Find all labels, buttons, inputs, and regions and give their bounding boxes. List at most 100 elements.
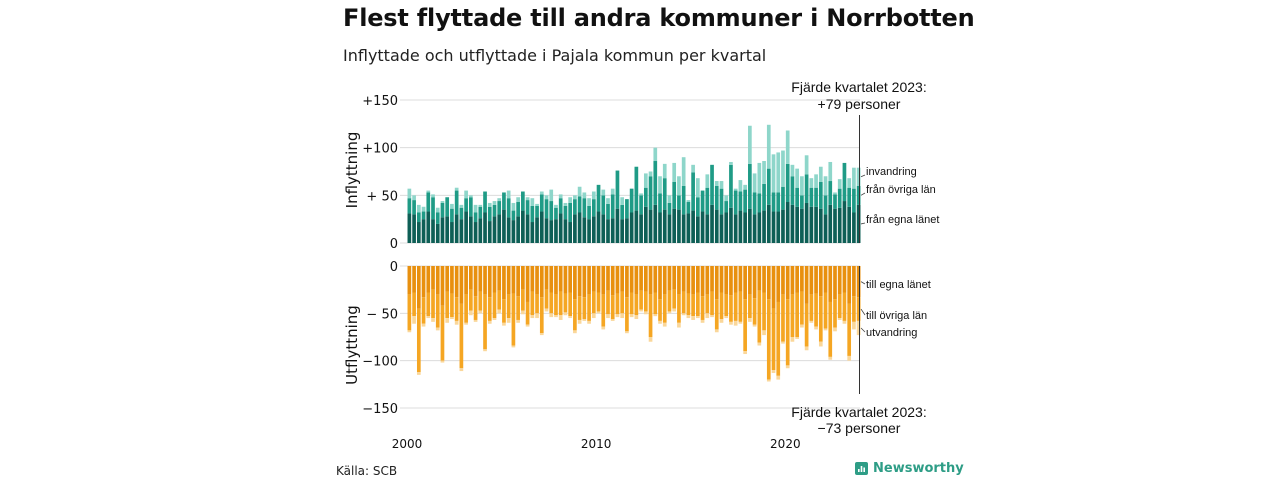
bar-in bbox=[677, 195, 681, 210]
bar-out bbox=[573, 330, 577, 334]
series-label-leader-out bbox=[860, 327, 866, 333]
bar-out bbox=[634, 266, 639, 295]
bar-out bbox=[719, 292, 724, 320]
bar-in bbox=[809, 187, 814, 207]
bar-in bbox=[473, 212, 478, 223]
bar-in bbox=[426, 211, 431, 243]
bar-in bbox=[804, 174, 809, 203]
bar-in bbox=[591, 216, 596, 243]
bar-in bbox=[766, 204, 771, 243]
bar-in bbox=[814, 187, 818, 207]
bar-in bbox=[615, 170, 620, 209]
bar-in bbox=[686, 213, 691, 243]
bar-in bbox=[440, 202, 445, 218]
bar-out bbox=[738, 291, 743, 322]
bar-in bbox=[416, 204, 421, 213]
bar-in bbox=[464, 198, 468, 212]
bar-out bbox=[492, 318, 497, 320]
bar-out bbox=[842, 320, 847, 324]
bar-out bbox=[563, 312, 568, 316]
bar-out bbox=[516, 266, 520, 297]
bar-in bbox=[625, 199, 629, 219]
x-tick-label: 2000 bbox=[392, 437, 423, 451]
series-label-leader-in bbox=[860, 192, 866, 196]
y-tick-label-out: −150 bbox=[362, 402, 398, 417]
bar-out bbox=[454, 297, 459, 321]
bar-in bbox=[525, 197, 530, 201]
bar-out bbox=[521, 289, 525, 311]
bar-in bbox=[639, 193, 643, 196]
bar-in bbox=[625, 218, 629, 243]
bar-out bbox=[790, 294, 795, 337]
bar-out bbox=[677, 266, 681, 295]
bar-out bbox=[809, 320, 814, 323]
bar-out bbox=[785, 365, 790, 369]
bar-in bbox=[729, 164, 733, 208]
bar-in bbox=[809, 178, 814, 188]
bar-out bbox=[535, 313, 539, 319]
bar-in bbox=[473, 222, 478, 243]
bar-out bbox=[752, 298, 757, 325]
bar-in bbox=[733, 190, 738, 215]
bar-out bbox=[591, 291, 596, 314]
bar-out bbox=[648, 294, 653, 337]
bar-out bbox=[681, 266, 686, 292]
bar-out bbox=[662, 266, 667, 295]
bar-out bbox=[530, 291, 535, 316]
bar-in bbox=[530, 205, 535, 223]
bar-out bbox=[596, 311, 601, 314]
bar-in bbox=[823, 214, 828, 243]
bar-in bbox=[469, 195, 473, 198]
bar-out bbox=[766, 379, 771, 382]
bar-out bbox=[823, 266, 828, 293]
bar-out bbox=[837, 266, 842, 295]
bar-out bbox=[639, 266, 643, 291]
bar-out bbox=[705, 266, 710, 295]
bar-out bbox=[828, 301, 833, 357]
bar-in bbox=[785, 130, 790, 164]
bar-in bbox=[648, 176, 653, 210]
bar-in bbox=[804, 155, 809, 175]
bar-in bbox=[691, 172, 695, 211]
bar-in bbox=[620, 197, 625, 205]
y-tick-label-out: − 50 bbox=[366, 307, 398, 322]
bar-in bbox=[535, 205, 539, 218]
bar-in bbox=[506, 217, 511, 243]
inflow-bars bbox=[407, 124, 861, 243]
bar-in bbox=[440, 201, 445, 203]
bar-out bbox=[615, 266, 620, 294]
gridlines bbox=[400, 99, 860, 409]
bar-out bbox=[459, 303, 464, 369]
bar-out bbox=[577, 266, 582, 297]
bar-out bbox=[714, 266, 719, 300]
bar-out bbox=[492, 266, 497, 293]
bar-out bbox=[506, 266, 511, 295]
bar-in bbox=[610, 188, 615, 195]
bar-in bbox=[748, 208, 752, 243]
bar-out bbox=[502, 299, 506, 323]
bar-out bbox=[691, 266, 695, 295]
bar-out bbox=[771, 370, 776, 373]
bar-in bbox=[639, 214, 643, 243]
bar-out bbox=[762, 292, 766, 331]
bar-in bbox=[724, 195, 729, 202]
bar-out bbox=[700, 296, 705, 320]
bar-out bbox=[856, 266, 861, 298]
bar-out bbox=[800, 291, 804, 325]
bar-out bbox=[431, 266, 435, 290]
bar-out bbox=[601, 294, 606, 327]
bar-out bbox=[454, 266, 459, 298]
bar-in bbox=[596, 211, 601, 243]
bar-in bbox=[544, 199, 549, 219]
x-tick-label: 2020 bbox=[770, 437, 801, 451]
bar-in bbox=[454, 214, 459, 243]
bar-in bbox=[620, 204, 625, 220]
bar-out bbox=[823, 292, 828, 329]
bar-out bbox=[847, 355, 852, 361]
bar-in bbox=[620, 219, 625, 243]
bar-out bbox=[809, 294, 814, 321]
bar-in bbox=[497, 201, 502, 215]
bar-out bbox=[511, 345, 516, 348]
bar-out bbox=[539, 333, 544, 336]
bar-out bbox=[733, 320, 738, 326]
